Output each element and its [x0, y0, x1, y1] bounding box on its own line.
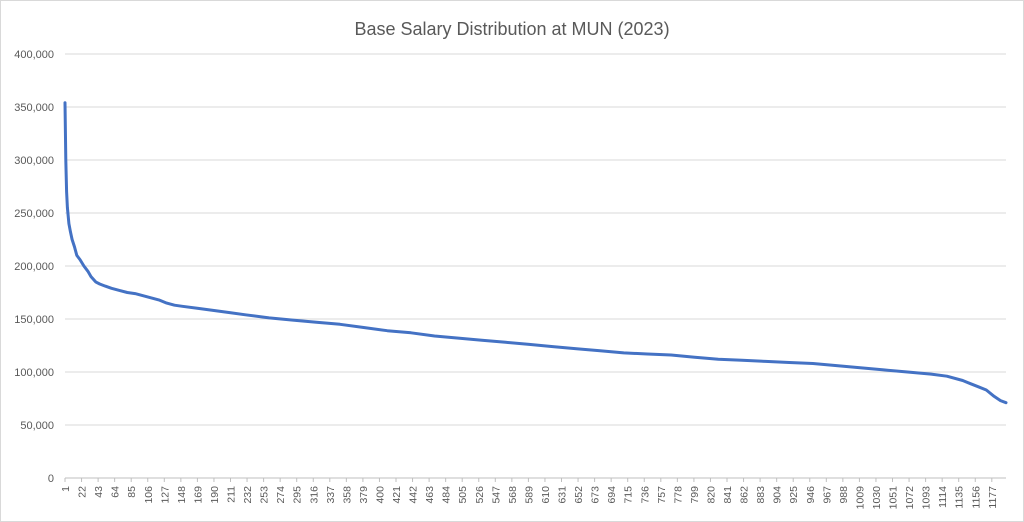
x-tick-label: 274 — [275, 486, 287, 504]
x-tick-label: 127 — [159, 486, 171, 504]
x-tick-label: 925 — [788, 486, 800, 504]
x-tick-label: 1 — [60, 486, 72, 492]
x-tick-label: 316 — [308, 486, 320, 504]
x-tick-label: 631 — [557, 486, 569, 504]
x-tick-label: 1135 — [954, 486, 966, 509]
x-tick-label: 64 — [110, 486, 122, 498]
x-tick-label: 421 — [391, 486, 403, 504]
x-tick-label: 967 — [821, 486, 833, 504]
x-tick-label: 547 — [490, 486, 502, 504]
x-tick-label: 526 — [474, 486, 486, 504]
y-tick-label: 250,000 — [14, 208, 54, 220]
y-tick-label: 100,000 — [14, 367, 54, 379]
gridlines — [65, 53, 1006, 479]
x-tick-label: 904 — [772, 486, 784, 504]
x-tick-label: 610 — [540, 486, 552, 504]
y-axis-tick-labels: 0 50,000 100,000 150,000 200,000 250,000 300,0… — [14, 49, 54, 485]
y-tick-label: 50,000 — [20, 420, 54, 432]
y-tick-label: 350,000 — [14, 102, 54, 114]
y-tick-label: 200,000 — [14, 261, 54, 273]
x-tick-label: 400 — [374, 486, 386, 504]
x-tick-label: 652 — [573, 486, 585, 504]
x-tick-label: 799 — [689, 486, 701, 504]
x-tick-label: 1177 — [987, 486, 999, 509]
x-tick-label: 715 — [623, 486, 635, 504]
x-tick-label: 169 — [192, 486, 204, 504]
x-tick-label: 379 — [358, 486, 370, 504]
x-tick-label: 442 — [408, 486, 420, 504]
chart-title: Base Salary Distribution at MUN (2023) — [354, 19, 669, 39]
x-tick-label: 1051 — [888, 486, 900, 510]
x-tick-label: 85 — [126, 486, 138, 498]
y-tick-label: 150,000 — [14, 314, 54, 326]
x-tick-label: 673 — [590, 486, 602, 504]
x-axis-tick-labels: 1 22 43 64 85 106 127 148 169 190 211 232 253 274 295 3… — [60, 478, 999, 509]
x-tick-label: 1114 — [937, 486, 949, 508]
y-tick-label: 0 — [48, 473, 54, 485]
x-tick-label: 211 — [226, 486, 238, 503]
x-tick-label: 106 — [143, 486, 155, 504]
x-tick-label: 295 — [292, 486, 304, 504]
series-layer — [63, 101, 1008, 405]
x-tick-label: 568 — [507, 486, 519, 504]
x-tick-label: 484 — [441, 486, 453, 504]
x-tick-label: 1009 — [854, 486, 866, 510]
x-tick-label: 43 — [93, 486, 105, 498]
x-tick-label: 232 — [242, 486, 254, 504]
x-tick-label: 1156 — [970, 486, 982, 509]
x-tick-label: 757 — [656, 486, 668, 504]
x-tick-label: 946 — [805, 486, 817, 504]
x-tick-label: 1093 — [921, 486, 933, 510]
x-tick-label: 358 — [341, 486, 353, 504]
x-tick-label: 694 — [606, 486, 618, 504]
x-tick-label: 505 — [457, 486, 469, 504]
x-tick-label: 841 — [722, 486, 734, 504]
x-tick-label: 22 — [77, 486, 89, 498]
x-tick-label: 463 — [424, 486, 436, 504]
salary-series-line — [63, 101, 1008, 405]
x-tick-label: 1072 — [904, 486, 916, 510]
x-tick-label: 862 — [739, 486, 751, 504]
y-tick-label: 400,000 — [14, 49, 54, 61]
x-tick-label: 1030 — [871, 486, 883, 510]
x-tick-label: 253 — [259, 486, 271, 504]
x-tick-label: 337 — [325, 486, 337, 504]
y-tick-label: 300,000 — [14, 155, 54, 167]
x-tick-label: 883 — [755, 486, 767, 504]
x-tick-label: 988 — [838, 486, 850, 504]
x-tick-label: 778 — [672, 486, 684, 504]
x-tick-label: 148 — [176, 486, 188, 504]
x-tick-label: 190 — [209, 486, 221, 504]
x-tick-label: 736 — [639, 486, 651, 504]
x-tick-label: 589 — [523, 486, 535, 504]
x-tick-label: 820 — [705, 486, 717, 504]
